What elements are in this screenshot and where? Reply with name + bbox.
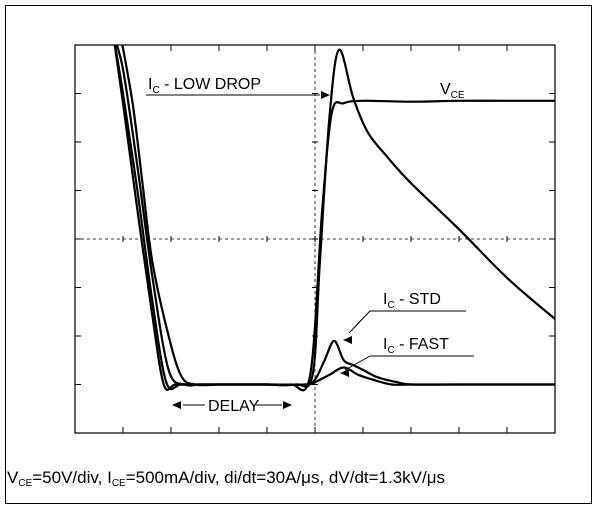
std-arrowhead [343, 336, 352, 344]
figure-frame [5, 5, 592, 504]
label-ic-low-drop: IC - LOW DROP [148, 76, 261, 96]
trace-group [113, 45, 555, 392]
std-leader-line [348, 310, 371, 334]
caption-i-sub: CE [111, 478, 126, 489]
caption-i: I [107, 468, 112, 487]
fast-leader-line [344, 355, 371, 371]
caption-v-rest: =50V/div, [32, 468, 108, 487]
label-delay: DELAY [208, 398, 260, 415]
label-ic-std: IC - STD [383, 291, 441, 311]
low-drop-arrowhead [321, 91, 330, 99]
caption-v-sub: CE [18, 478, 33, 489]
caption-i-rest: =500mA/div, di/dt=30A/μs, dV/dt=1.3kV/μs [125, 468, 446, 487]
label-ic-fast: IC - FAST [383, 336, 449, 356]
label-vce: VCE [440, 81, 465, 101]
trace-ic-fast [113, 45, 555, 391]
fast-arrowhead [340, 369, 349, 377]
delay-arrowhead-left [172, 401, 181, 409]
scale-caption: VCE=50V/div, ICE=500mA/div, di/dt=30A/μs… [7, 468, 593, 498]
graticule [75, 45, 555, 433]
annotation-group: VCE IC - LOW DROP IC - STD IC - FAST DELAY [146, 76, 474, 415]
trace-ic-std [113, 45, 555, 391]
delay-arrowhead-right [283, 401, 292, 409]
caption-v: V [7, 468, 19, 487]
